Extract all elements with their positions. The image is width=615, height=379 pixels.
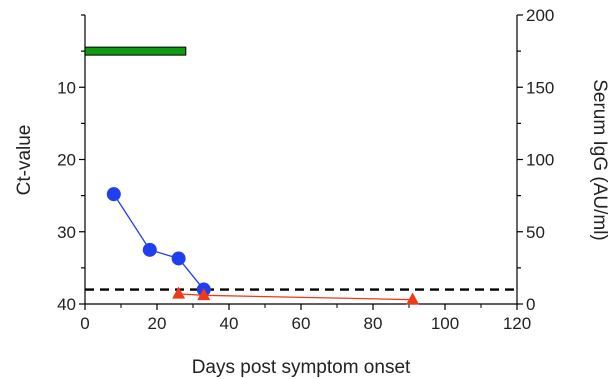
y-axis-left-title: Ct-value (14, 125, 35, 196)
x-tick-label: 120 (503, 314, 531, 333)
y-right-tick-label: 50 (526, 223, 545, 242)
y-left-tick-label: 20 (57, 151, 76, 170)
data-point-triangle (406, 292, 420, 305)
series-line (178, 293, 413, 301)
x-tick-label: 80 (364, 314, 383, 333)
marks (84, 46, 517, 305)
y-left-tick-label: 40 (57, 295, 76, 314)
y-left-tick-label: 30 (57, 223, 76, 242)
data-point-triangle (197, 288, 211, 301)
data-point-circle (106, 187, 121, 202)
axes (84, 15, 518, 305)
y-right-tick-label: 200 (526, 6, 554, 25)
data-point-circle (142, 242, 157, 257)
series-line (113, 193, 205, 290)
y-axis-right-title: Serum IgG (AU/ml) (589, 79, 610, 241)
x-tick-label: 40 (220, 314, 239, 333)
x-tick-label: 0 (80, 314, 89, 333)
x-tick-label: 60 (292, 314, 311, 333)
y-right-tick-label: 0 (526, 295, 535, 314)
duration-bar (84, 46, 187, 56)
x-axis-title: Days post symptom onset (192, 357, 411, 378)
y-right-tick-label: 150 (526, 78, 554, 97)
y-left-tick-label: 10 (57, 78, 76, 97)
data-point-circle (171, 251, 186, 266)
x-tick-label: 100 (431, 314, 459, 333)
data-point-triangle (172, 286, 186, 299)
x-tick-label: 20 (148, 314, 167, 333)
y-right-tick-label: 100 (526, 151, 554, 170)
